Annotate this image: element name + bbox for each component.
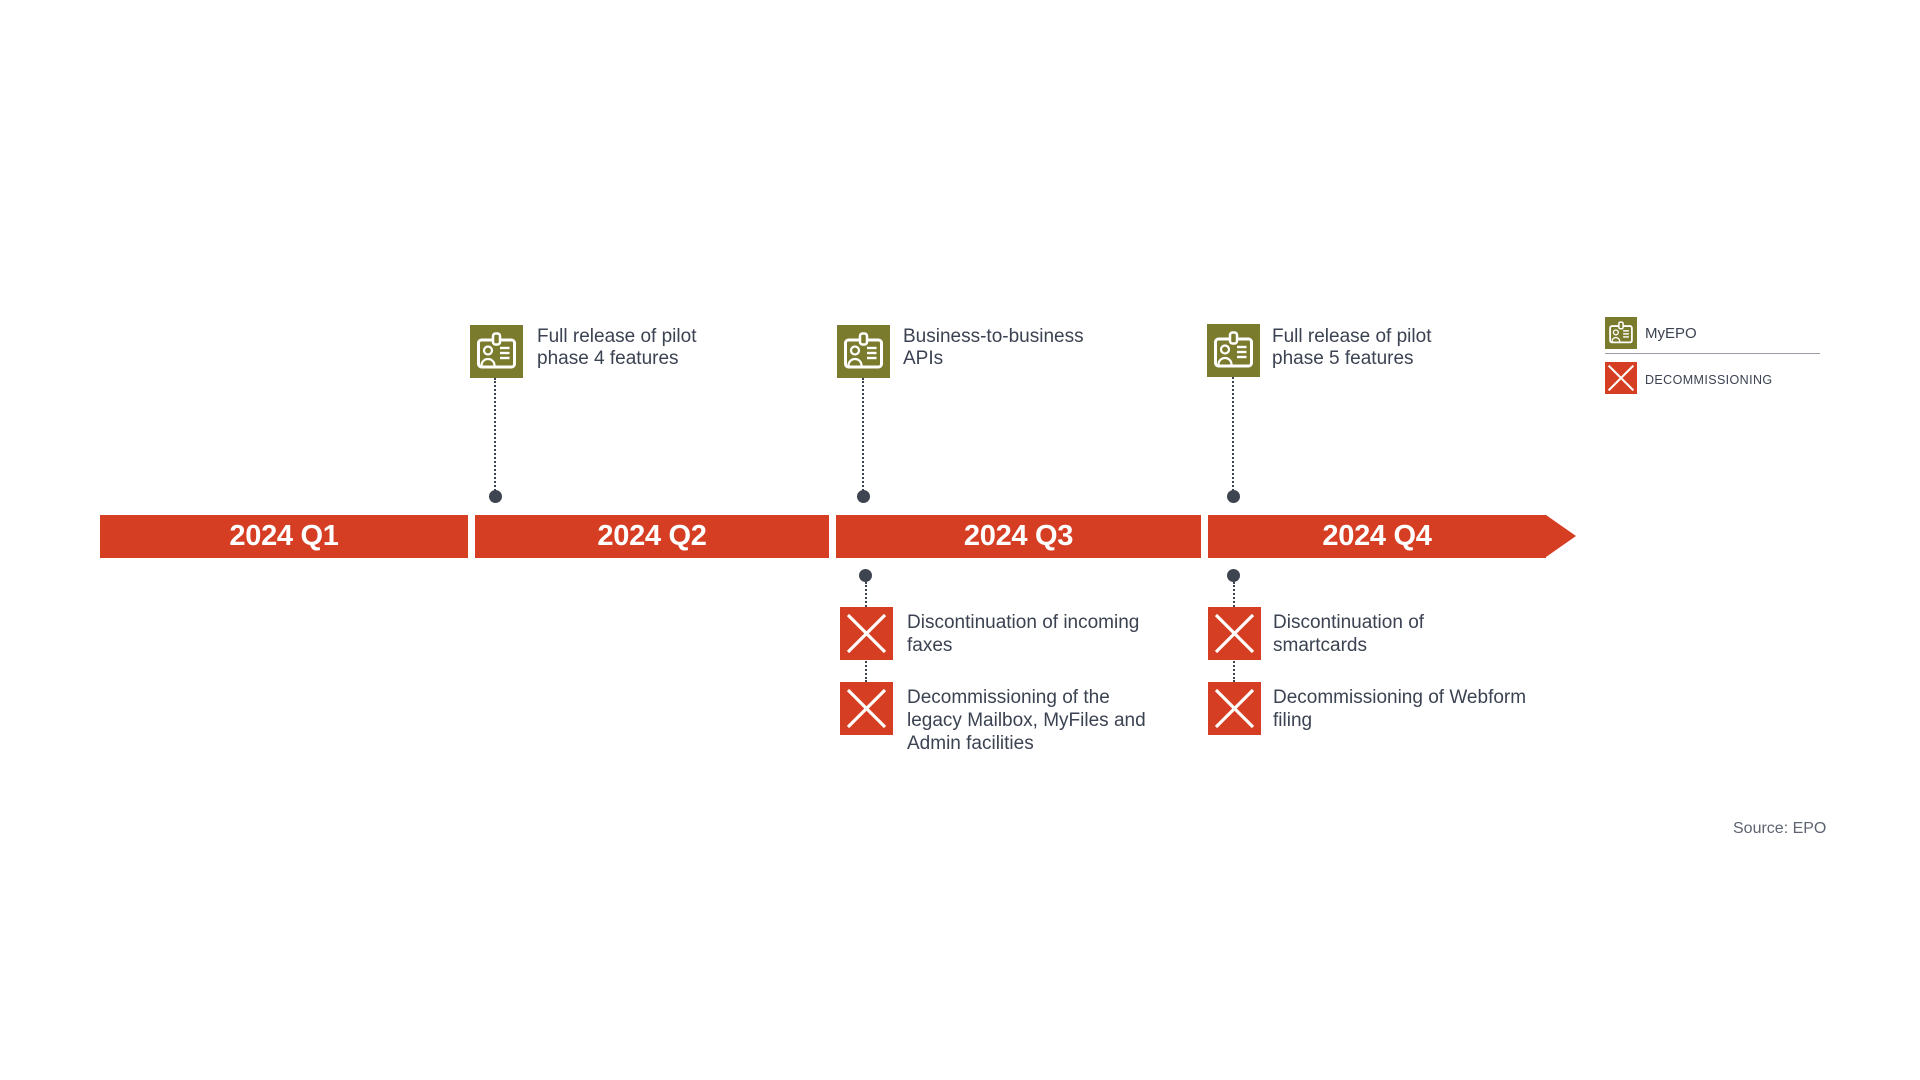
decommissioning-icon [1208, 607, 1261, 660]
event-label: Full release of pilot phase 5 features [1272, 326, 1432, 369]
timeline-segment-q2: 2024 Q2 [475, 515, 829, 558]
decommissioning-icon [1208, 682, 1261, 735]
decommissioning-icon [840, 682, 893, 735]
source-note: Source: EPO [1733, 820, 1827, 837]
timeline-dot [859, 569, 872, 582]
timeline-dot [489, 490, 502, 503]
decommissioning-icon [840, 607, 893, 660]
timeline-segment-q1: 2024 Q1 [100, 515, 468, 558]
connector-line [1232, 377, 1234, 491]
timeline-dot [1227, 569, 1240, 582]
event-label: Business-to-business APIs [903, 326, 1084, 369]
event-label: Discontinuation of smartcards [1273, 612, 1425, 656]
event-label: Discontinuation of incoming faxes [907, 612, 1140, 656]
myepo-badge-icon [470, 325, 523, 378]
myepo-badge-icon [1605, 317, 1637, 349]
event-label: Full release of pilot phase 4 features [537, 326, 697, 369]
timeline-arrow-tip [1546, 515, 1576, 557]
legend-divider [1605, 353, 1820, 354]
timeline-dot [857, 490, 870, 503]
connector-line [494, 378, 496, 491]
event-label: Decommissioning of Webform filing [1273, 687, 1527, 731]
myepo-badge-icon [1207, 324, 1260, 377]
decommissioning-icon [1605, 362, 1637, 394]
connector-line [862, 378, 864, 491]
legend-label-myepo: MyEPO [1645, 325, 1697, 342]
myepo-badge-icon [837, 325, 890, 378]
timeline-segment-q3: 2024 Q3 [836, 515, 1201, 558]
event-label: Decommissioning of the legacy Mailbox, M… [907, 687, 1146, 754]
legend-label-decommissioning: DECOMMISSIONING [1645, 373, 1773, 387]
timeline-segment-q4: 2024 Q4 [1208, 515, 1546, 558]
timeline-dot [1227, 490, 1240, 503]
